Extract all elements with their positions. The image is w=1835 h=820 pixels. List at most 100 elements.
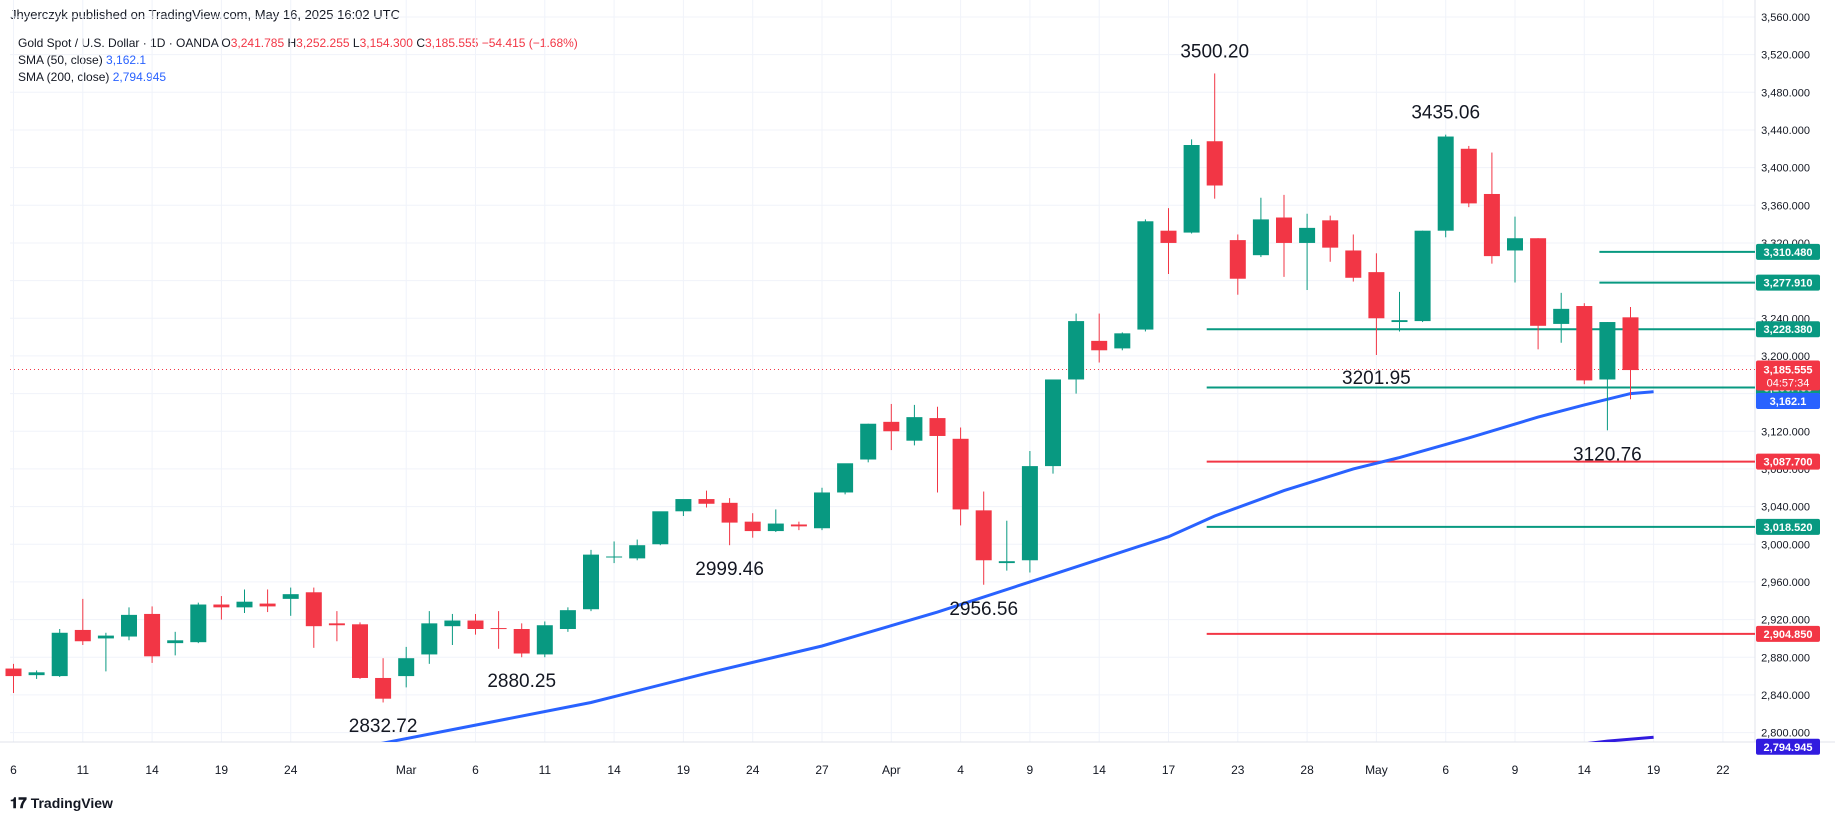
annotation-label: 3201.95 xyxy=(1342,368,1411,389)
sma200-line xyxy=(1587,735,1654,742)
candle xyxy=(305,587,322,648)
candle xyxy=(444,613,461,646)
candle-body xyxy=(675,499,692,512)
candle xyxy=(1068,313,1085,394)
time-tick-label: 11 xyxy=(77,763,90,777)
candle xyxy=(814,487,830,531)
candle xyxy=(259,589,276,613)
candle-body xyxy=(1437,136,1454,231)
time-tick-label: 24 xyxy=(746,763,760,777)
time-tick-label: 4 xyxy=(957,763,964,777)
price-tick-label: 3,200.000 xyxy=(1761,351,1810,363)
candle xyxy=(1252,197,1269,258)
candle xyxy=(1299,213,1316,291)
candle xyxy=(629,539,646,561)
tradingview-logo-icon: 𝟏𝟕 xyxy=(10,795,27,812)
time-tick-label: 9 xyxy=(1512,763,1519,777)
candle-body xyxy=(1276,217,1292,243)
candles xyxy=(5,73,1639,703)
candle-body xyxy=(1252,219,1269,256)
level-tag: 3,087.700 xyxy=(1764,457,1813,469)
symbol-title[interactable]: Gold Spot / U.S. Dollar · 1D · OANDA xyxy=(18,36,219,50)
price-tag-value: 3,185.555 xyxy=(1764,365,1813,377)
sma50-label[interactable]: SMA (50, close) xyxy=(18,53,103,67)
candle xyxy=(1622,306,1639,400)
candle-body xyxy=(213,604,230,608)
candle xyxy=(74,598,91,646)
price-tick-label: 3,000.000 xyxy=(1761,539,1810,551)
sma200-tag: 2,794.945 xyxy=(1764,742,1813,754)
sma-lines xyxy=(380,390,1654,742)
publisher-line: Jhyerczyk published on TradingView.com, … xyxy=(10,7,400,22)
candle xyxy=(1483,152,1500,264)
price-tick-label: 3,400.000 xyxy=(1761,163,1810,175)
candle-body xyxy=(790,524,807,527)
time-tick-label: 9 xyxy=(1027,763,1034,777)
candle xyxy=(144,606,161,663)
candle-body xyxy=(444,620,461,627)
time-axis-labels: 6 11 14 19 24 Mar 6 11 14 19 24 27 Apr 4 9 14 17 23 28 May 6… xyxy=(10,763,1730,777)
price-tick-label: 3,120.000 xyxy=(1761,426,1810,438)
candle-body xyxy=(860,423,877,460)
candle xyxy=(1391,291,1408,332)
open-value: 3,241.785 xyxy=(230,36,285,50)
candle xyxy=(97,632,114,672)
candle-body xyxy=(1460,148,1477,204)
price-tag-countdown: 04:57:34 xyxy=(1767,378,1810,390)
candle xyxy=(1530,238,1547,350)
price-tick-label: 3,560.000 xyxy=(1761,12,1810,24)
candle xyxy=(1507,216,1523,283)
candle xyxy=(1021,451,1038,573)
candle xyxy=(790,521,807,531)
candle-body xyxy=(398,658,415,677)
low-value: 3,154.300 xyxy=(359,36,413,50)
price-tick-label: 2,880.000 xyxy=(1761,652,1810,664)
candle-body xyxy=(837,463,854,493)
candle-body xyxy=(1299,227,1316,243)
candle-body xyxy=(28,672,45,676)
candle xyxy=(675,499,692,517)
candle xyxy=(606,541,623,564)
candle xyxy=(536,621,553,658)
candle xyxy=(1553,292,1570,343)
close-value: 3,185.555 xyxy=(424,36,479,50)
candle-body xyxy=(883,421,900,432)
price-tick-label: 2,920.000 xyxy=(1761,615,1810,627)
candle xyxy=(1137,219,1154,332)
sma50-value: 3,162.1 xyxy=(106,53,147,67)
candle-body xyxy=(51,632,68,677)
candle-body xyxy=(1160,230,1177,243)
candle xyxy=(1091,313,1108,363)
level-tag: 2,904.850 xyxy=(1764,629,1813,641)
candle xyxy=(1322,215,1339,262)
legend-ohlc-row[interactable]: Gold Spot / U.S. Dollar · 1D · OANDA O3,… xyxy=(18,35,578,52)
candle xyxy=(860,423,877,463)
low-label: L xyxy=(352,36,360,50)
sma200-label[interactable]: SMA (200, close) xyxy=(18,70,110,84)
candle-body xyxy=(375,677,392,699)
sma50-tag-bg xyxy=(1756,393,1820,410)
legend-sma50-row[interactable]: SMA (50, close) 3,162.1 xyxy=(18,52,578,69)
candle xyxy=(236,589,253,613)
candle xyxy=(998,520,1015,571)
candle xyxy=(282,587,299,616)
sma50-line xyxy=(380,390,1654,742)
candle-body xyxy=(1021,466,1038,561)
time-tick-label: 24 xyxy=(284,763,298,777)
tradingview-logo[interactable]: 𝟏𝟕 TradingView xyxy=(10,795,113,812)
candle xyxy=(121,607,137,641)
candle xyxy=(1345,234,1362,282)
candle-body xyxy=(421,623,438,655)
legend-sma200-row[interactable]: SMA (200, close) 2,794.945 xyxy=(18,69,578,86)
candle xyxy=(952,427,969,526)
candle-body xyxy=(721,502,738,523)
candle xyxy=(167,631,184,656)
candle-body xyxy=(1599,322,1616,380)
level-tag: 3,277.910 xyxy=(1764,278,1813,290)
grid-lines xyxy=(10,0,1755,742)
candle-body xyxy=(167,640,184,644)
level-tag-bg xyxy=(1756,625,1820,642)
annotation-label: 2956.56 xyxy=(949,599,1018,620)
candle-body xyxy=(74,629,91,642)
